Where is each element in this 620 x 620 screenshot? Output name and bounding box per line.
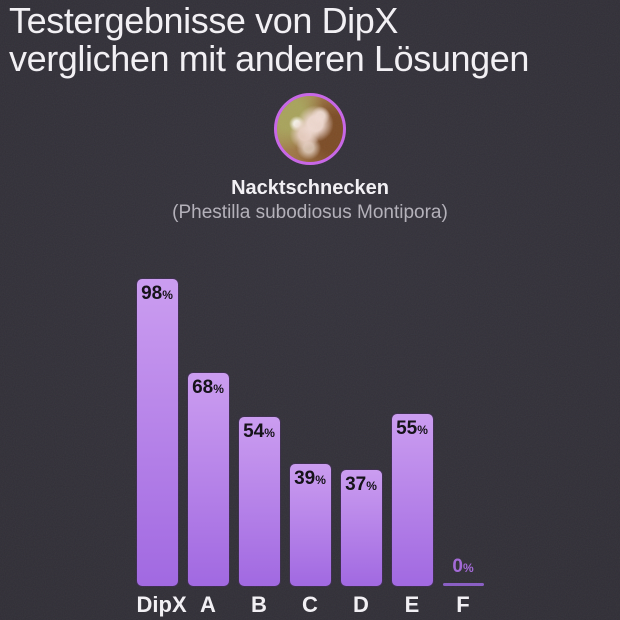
bar-plot-area: 39% (289, 273, 331, 586)
bar: 37% (340, 470, 382, 586)
bar-plot-area: 0% (442, 273, 484, 586)
bar-plot-area: 54% (238, 273, 280, 586)
bar-column: 37% D (340, 273, 382, 618)
bar-column: 39% C (289, 273, 331, 618)
bar-value-label: 55% (396, 417, 428, 439)
specimen-name: Nacktschnecken (231, 177, 389, 200)
bar-plot-area: 55% (391, 273, 433, 586)
bar-column: 0% F (442, 273, 484, 618)
specimen-figure: Nacktschnecken (Phestilla subodiosus Mon… (0, 93, 620, 224)
bar-column: 68% A (187, 273, 229, 618)
bar-chart: 98% DipX 68% A 54% B 39% C 37% D 55% E 0% F (136, 273, 484, 618)
percent-sign: % (213, 382, 224, 397)
bar-column: 98% DipX (136, 273, 187, 618)
bar-category-label: DipX (136, 592, 187, 617)
bar-category-label: C (302, 592, 318, 617)
bar-value-label: 54% (243, 421, 275, 442)
bar-category-label: B (251, 592, 267, 617)
bar: 55% (391, 413, 433, 586)
title-line-1: Testergebnisse von DipX (9, 0, 399, 41)
title-line-2: verglichen mit anderen Lösungen (9, 38, 529, 80)
bar: 98% (136, 279, 178, 586)
bar-category-label: F (456, 592, 470, 617)
bar-category-label: D (353, 592, 369, 617)
bar-value-label: 98% (141, 283, 173, 305)
bar-plot-area: 68% (187, 273, 229, 586)
bar-plot-area: 98% (136, 273, 178, 586)
bar-value-label: 39% (294, 467, 326, 489)
percent-sign: % (366, 479, 377, 494)
bar: 39% (289, 463, 331, 586)
page-title: Testergebnisse von DipX verglichen mit a… (9, 0, 620, 80)
percent-sign: % (162, 288, 173, 303)
bar-column: 54% B (238, 273, 280, 618)
specimen-photo (274, 93, 346, 166)
bar-category-label: A (200, 592, 216, 617)
bar-value-label: 0% (452, 556, 474, 577)
bar-column: 55% E (391, 273, 433, 618)
percent-sign: % (315, 472, 326, 487)
bar-plot-area: 37% (340, 273, 382, 586)
bar-category-label: E (404, 592, 420, 617)
bar-value-label: 37% (345, 474, 377, 496)
percent-sign: % (264, 426, 275, 440)
bar: 68% (187, 373, 229, 586)
bar-value-label: 68% (192, 377, 224, 399)
zero-bar-line (442, 583, 484, 586)
percent-sign: % (417, 422, 428, 437)
specimen-scientific-name: (Phestilla subodiosus Montipora) (172, 202, 448, 224)
percent-sign: % (462, 561, 474, 575)
bar: 54% (238, 417, 280, 586)
